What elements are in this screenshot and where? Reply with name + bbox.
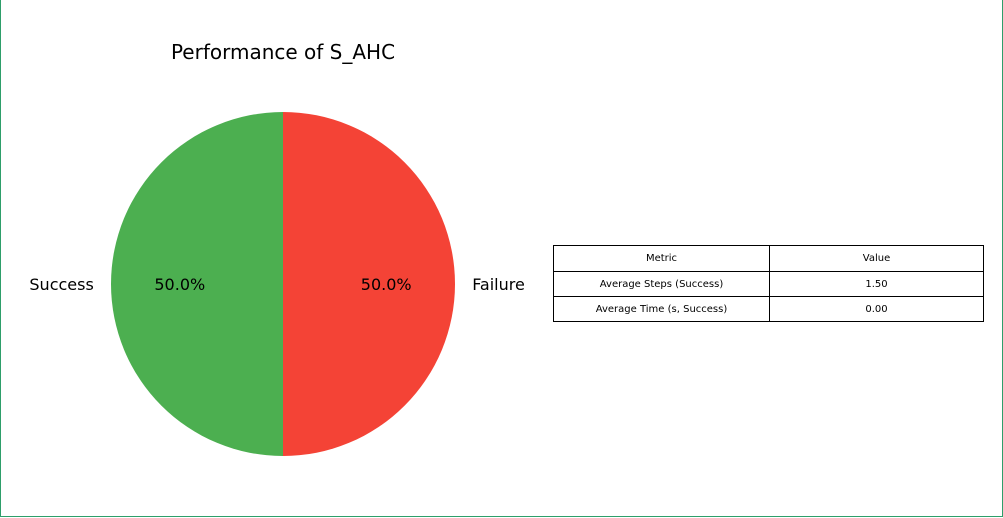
table-cell-metric: Average Time (s, Success) bbox=[553, 296, 770, 322]
pie-slice-success bbox=[111, 112, 283, 456]
table-cell-value: 1.50 bbox=[769, 271, 984, 297]
pie-labels: 50.0% Success 50.0% Failure bbox=[29, 275, 524, 294]
table-row: Average Time (s, Success) 0.00 bbox=[553, 296, 984, 322]
metrics-table: Metric Value Average Steps (Success) 1.5… bbox=[553, 245, 984, 322]
pie-slice-failure bbox=[283, 112, 455, 456]
table-header-row: Metric Value bbox=[553, 245, 984, 272]
pie-slices bbox=[111, 112, 455, 456]
pie-pct-label-success: 50.0% bbox=[154, 275, 205, 294]
chart-title: Performance of S_AHC bbox=[171, 40, 395, 64]
column-header-value: Value bbox=[769, 245, 984, 272]
table-cell-value: 0.00 bbox=[769, 296, 984, 322]
table-row: Average Steps (Success) 1.50 bbox=[553, 271, 984, 297]
pie-category-label-success: Success bbox=[29, 275, 93, 294]
pie-pct-label-failure: 50.0% bbox=[361, 275, 412, 294]
column-header-metric: Metric bbox=[553, 245, 770, 272]
table-cell-metric: Average Steps (Success) bbox=[553, 271, 770, 297]
pie-category-label-failure: Failure bbox=[472, 275, 525, 294]
